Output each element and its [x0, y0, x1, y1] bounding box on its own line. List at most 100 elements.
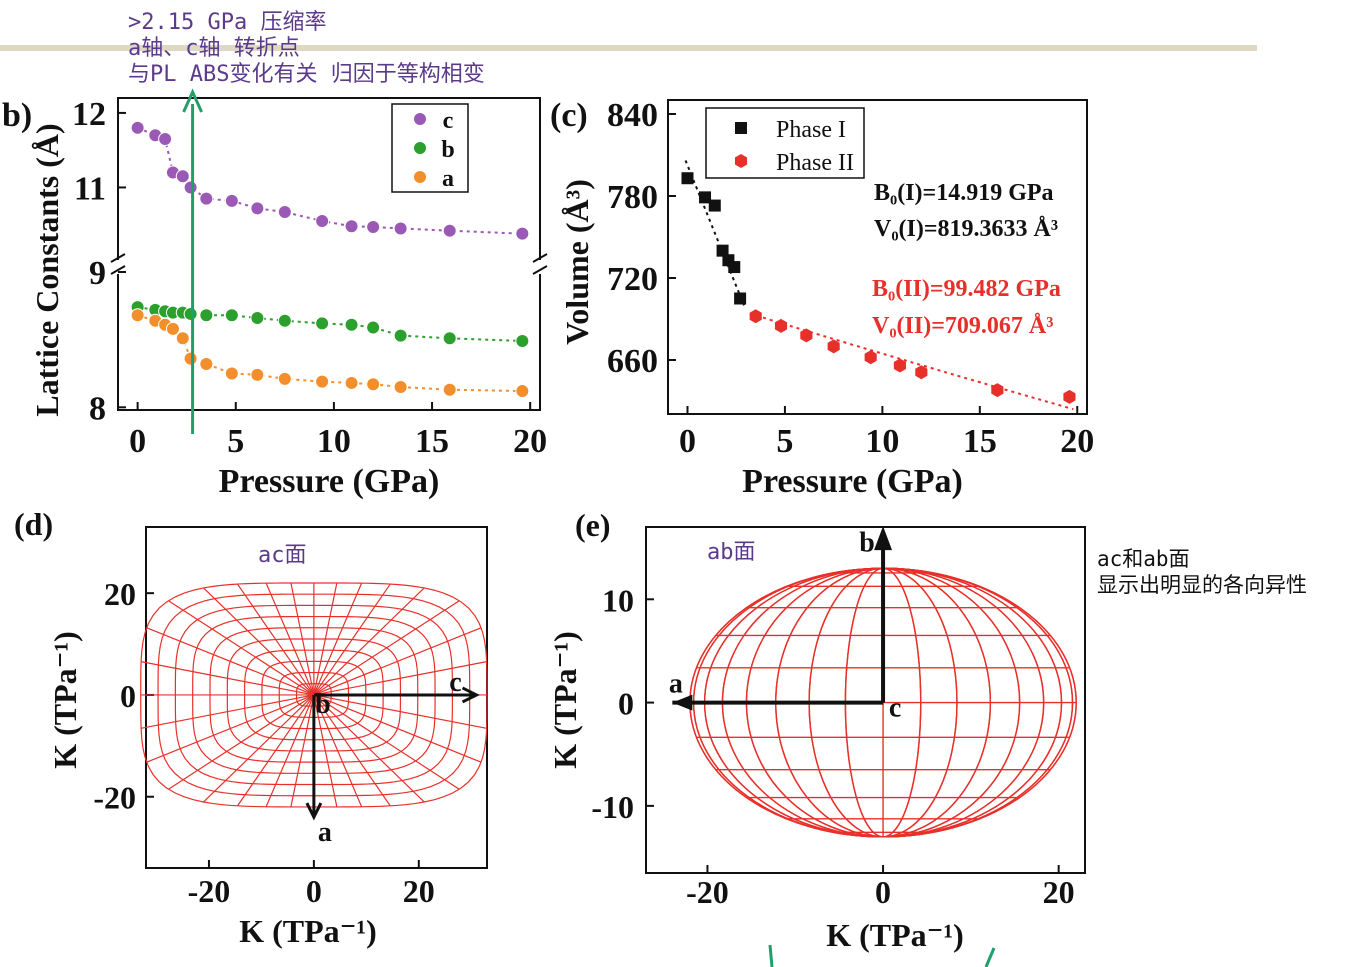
legend-label-b: b	[441, 137, 454, 163]
data-point-b	[515, 334, 530, 348]
fit-line-phase-1	[684, 160, 745, 306]
y-axis-label: Lattice Constants (Å)	[29, 123, 65, 416]
c-axis-label: c	[889, 693, 901, 724]
legend-label-phase-1: Phase I	[776, 117, 846, 143]
axis-break-mark	[110, 265, 126, 275]
mesh-ring	[295, 683, 332, 707]
data-point-a	[344, 375, 359, 390]
side-annotation-line-1: ac和ab面	[1097, 547, 1190, 571]
data-point-phase-1	[728, 261, 741, 274]
data-point-b	[366, 320, 381, 335]
x-tick-label: 0	[129, 423, 146, 460]
x-axis-label: K (TPa⁻¹)	[239, 913, 377, 949]
data-point-phase-2	[774, 318, 788, 333]
legend-marker-phase-2	[734, 154, 748, 168]
y-tick-label: 10	[602, 582, 634, 618]
data-point-phase-2	[893, 358, 906, 373]
panel-label: b)	[2, 97, 32, 134]
legend-label-a: a	[442, 166, 454, 192]
y-axis-label: K (TPa⁻¹)	[47, 631, 83, 769]
mesh-ring	[174, 604, 453, 786]
fit-text-b0-phase1: B₀(I)=14.919 GPa	[874, 180, 1054, 206]
a-axis-label: a	[318, 817, 332, 848]
x-tick-label: 0	[875, 874, 891, 910]
legend-marker-a	[414, 171, 426, 183]
data-point-b	[277, 313, 292, 328]
mesh-ring	[278, 671, 350, 718]
data-point-a	[442, 382, 457, 397]
x-tick-label: -20	[686, 874, 729, 910]
data-point-phase-1	[699, 191, 712, 204]
data-point-a	[515, 384, 530, 399]
data-point-b	[224, 308, 239, 323]
header-band	[0, 45, 1257, 51]
c-axis-label: c	[449, 667, 461, 698]
y-tick-label: 0	[120, 678, 136, 714]
data-point-a	[165, 321, 180, 336]
fit-line-a	[137, 314, 523, 393]
data-point-c	[158, 132, 173, 146]
legend-box	[705, 107, 865, 179]
data-point-c	[224, 193, 239, 208]
top-annotation-line-2: a轴、c轴 转折点	[128, 36, 300, 61]
data-point-c	[199, 191, 214, 206]
data-point-c	[366, 219, 381, 234]
x-axis-label: Pressure (GPa)	[219, 463, 440, 500]
y-tick-label: 20	[104, 576, 136, 612]
mesh-ring	[157, 593, 471, 797]
axis-break-mark	[532, 265, 548, 275]
x-tick-label: 5	[227, 423, 244, 460]
panel-label: (c)	[550, 97, 588, 134]
legend-box	[391, 103, 469, 193]
data-point-b	[183, 306, 198, 321]
data-point-c	[344, 219, 359, 234]
x-tick-label: 20	[513, 423, 547, 460]
side-annotation: ac和ab面 显示出明显的各向异性	[1097, 546, 1307, 598]
y-tick-label: 660	[607, 343, 658, 380]
data-point-phase-2	[864, 350, 877, 365]
x-tick-label: 20	[1043, 874, 1075, 910]
fit-text-v0-phase2: V₀(II)=709.067 Å³	[872, 313, 1053, 339]
data-point-phase-2	[915, 365, 928, 380]
top-annotation-line-1: >2.15 GPa 压缩率	[128, 10, 327, 35]
y-tick-label: 12	[72, 96, 106, 133]
c-axis-arrowhead	[461, 686, 480, 704]
data-point-phase-2	[827, 339, 840, 354]
panel-c-volume-chart: 0 5 10 15 20 660 720 780 840 Pressure (GPa) Volume…	[550, 97, 1094, 500]
pressure-marker-arrowhead	[182, 88, 203, 113]
a-axis-arrowhead	[305, 802, 323, 821]
x-tick-label: 15	[963, 423, 997, 460]
legend-marker-c	[414, 113, 426, 125]
data-point-c	[442, 223, 457, 238]
fit-text-v0-phase1: V₀(I)=819.3633 Å³	[874, 216, 1058, 242]
ab-plane-label: ab面	[707, 540, 756, 565]
a-axis-arrowhead	[672, 694, 693, 711]
mesh-ring	[226, 638, 402, 752]
a-axis-label: a	[669, 669, 683, 700]
data-point-a	[250, 367, 265, 382]
axis-break-mark	[532, 253, 548, 263]
b-axis-label: b	[859, 527, 875, 558]
y-tick-label: 780	[607, 179, 658, 216]
x-axis-label: K (TPa⁻¹)	[826, 917, 964, 953]
y-tick-label: 720	[607, 261, 658, 298]
panel-b-lattice-chart: 0 5 10 15 20 8 9 11 12 Pressure (GPa) Lattice Cons…	[2, 88, 548, 500]
data-point-a	[199, 357, 214, 371]
x-axis-label: Pressure (GPa)	[742, 463, 963, 500]
plot-frame	[645, 526, 1086, 874]
panel-label: (e)	[575, 507, 611, 543]
x-tick-label: 10	[317, 423, 351, 460]
data-point-phase-1	[734, 292, 747, 305]
fit-line-b	[137, 306, 523, 342]
data-point-phase-1	[716, 244, 729, 257]
legend-label-phase-2: Phase II	[776, 150, 854, 176]
data-point-b	[344, 317, 359, 332]
y-tick-label: 8	[89, 390, 106, 427]
mesh-ring	[244, 649, 384, 741]
data-point-b	[315, 316, 330, 331]
y-tick-label: 840	[607, 97, 658, 134]
data-point-b	[199, 308, 214, 323]
